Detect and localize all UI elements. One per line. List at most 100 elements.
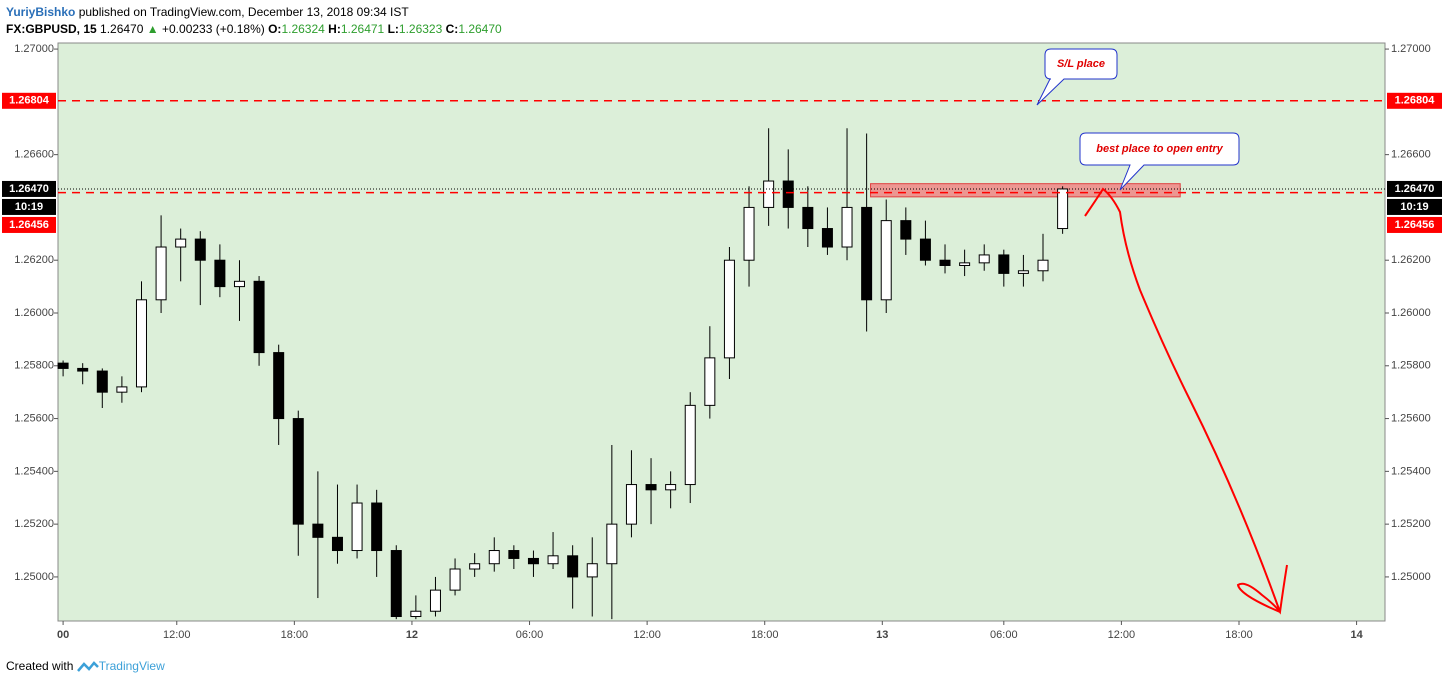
y-tick-label: 1.27000 (1391, 43, 1431, 55)
candle-body (665, 484, 677, 491)
price-tag (1387, 92, 1442, 109)
candle-body (998, 254, 1010, 274)
y-tick-label: 1.26200 (14, 254, 54, 266)
callout-box (1036, 48, 1118, 106)
candle-body (586, 563, 598, 578)
x-tick-label: 18:00 (751, 629, 779, 641)
y-tick-label: 1.25800 (1391, 360, 1431, 372)
header-line-2: FX:GBPUSD, 15 1.26470 ▲ +0.00233 (+0.18%… (6, 22, 502, 36)
ohlc-value: 1.26323 (398, 22, 443, 36)
price-tag (2, 198, 56, 215)
x-tick-label: 06:00 (990, 629, 1018, 641)
symbol: FX:GBPUSD, 15 (6, 22, 97, 36)
footer-prefix: Created with (6, 659, 74, 673)
x-tick-label: 06:00 (516, 629, 544, 641)
candle-body (763, 180, 775, 208)
x-tick-label: 18:00 (1225, 629, 1253, 641)
candle-body (194, 238, 206, 261)
candle-body (743, 206, 755, 261)
candle-body (880, 220, 892, 301)
candle-body (802, 206, 814, 230)
candle-body (900, 220, 912, 240)
candle-body (469, 563, 481, 570)
candle-body (939, 259, 951, 266)
ohlc-label: C: (445, 22, 459, 36)
x-tick-label: 12:00 (633, 629, 661, 641)
ohlc-label: L: (387, 22, 399, 36)
price-tag-label: 1.26470 (9, 183, 49, 195)
y-tick-label: 1.25600 (14, 412, 54, 424)
candle-body (645, 484, 657, 491)
y-tick-label: 1.26000 (14, 307, 54, 319)
price-tag-label: 1.26470 (1395, 183, 1435, 195)
candle-body (57, 362, 69, 369)
candle-body (723, 259, 735, 359)
candle-body (1017, 270, 1029, 274)
candle-body (214, 259, 226, 288)
candle-body (841, 206, 853, 248)
candle-body (390, 550, 402, 618)
price-tag (2, 92, 56, 109)
ohlc-value: 1.26324 (281, 22, 325, 36)
candle-body (508, 550, 520, 559)
drawing (1236, 564, 1288, 615)
candle-body (1057, 188, 1069, 230)
price-tag-label: 10:19 (1400, 201, 1428, 213)
y-tick-label: 1.25000 (1391, 571, 1431, 583)
author[interactable]: YuriyBishko (6, 5, 76, 19)
x-tick-label: 12:00 (163, 629, 191, 641)
candle-body (116, 386, 128, 393)
logo (76, 660, 99, 672)
y-tick-label: 1.25200 (14, 518, 54, 530)
candle-body (135, 299, 147, 388)
candle-body (429, 589, 441, 612)
x-tick-label: 00 (57, 629, 69, 641)
candle-body (410, 610, 422, 618)
arrow: ▲ (146, 22, 159, 36)
candle-body (175, 238, 187, 248)
y-tick-label: 1.25600 (1391, 412, 1431, 424)
price-tag (2, 216, 56, 233)
price-tag-label: 1.26804 (9, 95, 50, 107)
published: published on TradingView.com, December 1… (78, 5, 409, 19)
candle-body (96, 370, 108, 393)
candle-body (919, 238, 931, 261)
y-tick-label: 1.25400 (14, 465, 54, 477)
change: +0.00233 (+0.18%) (162, 22, 265, 36)
y-tick-label: 1.26000 (1391, 307, 1431, 319)
price-zone (870, 183, 1181, 198)
price-tag-label: 1.26804 (1395, 95, 1436, 107)
drawing (1084, 187, 1281, 613)
candle-body (684, 404, 696, 486)
candle-body (488, 550, 500, 565)
candle-body (625, 484, 637, 525)
candle-body (606, 523, 618, 565)
candle-body (449, 568, 461, 591)
x-tick-label: 18:00 (281, 629, 309, 641)
candle-body (547, 555, 559, 565)
price-tag (1387, 180, 1442, 197)
y-tick-label: 1.25200 (1391, 518, 1431, 530)
ohlc-value: 1.26470 (458, 22, 502, 36)
candle-body (527, 557, 539, 565)
footer-brand[interactable]: TradingView (98, 659, 165, 673)
footer: Created with TradingView (6, 659, 165, 673)
candle-body (292, 418, 304, 525)
candle-body (273, 352, 285, 420)
ohlc-label: O: (268, 22, 282, 36)
candle-body (959, 262, 971, 266)
annotation: S/L place (1057, 58, 1105, 70)
x-tick-label: 13 (876, 629, 888, 641)
y-tick-label: 1.26600 (1391, 149, 1431, 161)
candle-body (233, 280, 245, 288)
y-tick-label: 1.26600 (14, 149, 54, 161)
price-tag-label: 1.26456 (9, 219, 49, 231)
chart: 1.25000 1.25000 1.25200 1.25200 1.25400 1.254… (2, 42, 1442, 641)
candle-body (567, 555, 579, 578)
callout-box (1079, 132, 1240, 191)
candle-body (861, 206, 873, 301)
candle-body (821, 228, 833, 248)
price-tag-label: 1.26456 (1395, 219, 1435, 231)
y-tick-label: 1.26200 (1391, 254, 1431, 266)
